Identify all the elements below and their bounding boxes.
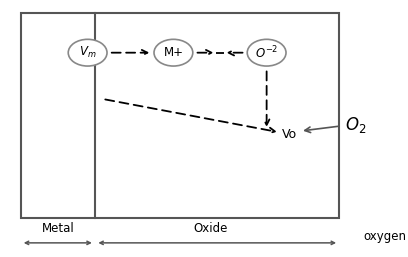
Text: Oxide: Oxide (193, 222, 228, 235)
Circle shape (247, 39, 286, 66)
Text: $V_m$: $V_m$ (79, 45, 96, 60)
Text: M+: M+ (163, 46, 184, 59)
Text: Metal: Metal (42, 222, 74, 235)
Text: oxygen: oxygen (364, 230, 407, 243)
Text: $O^{-2}$: $O^{-2}$ (255, 44, 278, 61)
Circle shape (68, 39, 107, 66)
Text: Vo: Vo (282, 128, 297, 141)
FancyBboxPatch shape (20, 13, 339, 218)
Text: $O_2$: $O_2$ (345, 115, 366, 135)
Circle shape (154, 39, 193, 66)
